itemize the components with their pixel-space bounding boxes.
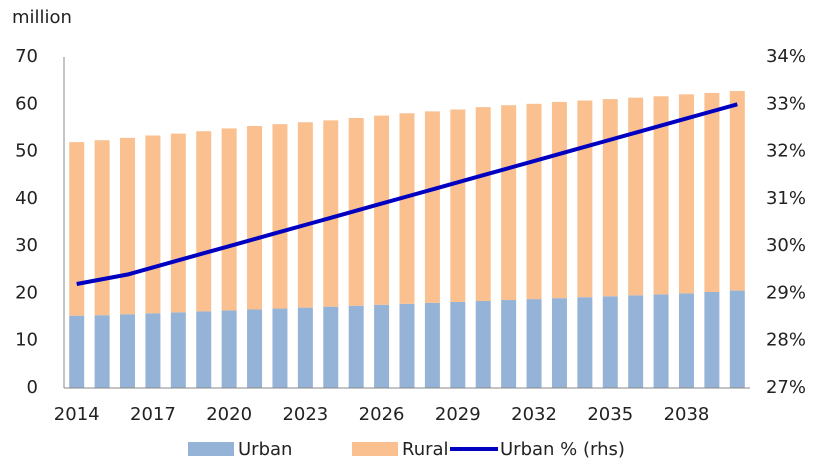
bar [374,115,390,305]
y-tick-label: 50 [15,141,38,162]
bar [577,100,593,298]
bar [69,142,85,316]
y-axis-label: million [12,7,72,28]
x-tick-label: 2017 [130,404,176,425]
bar [69,315,85,388]
bar [653,294,669,388]
bar [120,314,136,388]
bar [323,306,339,388]
bar [653,96,669,295]
bar [247,309,263,388]
bar [196,311,212,388]
bar [526,103,542,300]
bar [424,302,440,388]
y2-tick-label: 27% [766,377,806,398]
bar [221,128,237,311]
bar [729,91,745,291]
bar [450,109,466,302]
y-tick-label: 10 [15,330,38,351]
y2-tick-label: 32% [766,141,806,162]
bar [450,301,466,388]
bar [272,124,288,309]
y-tick-label: 40 [15,188,38,209]
bar [297,122,313,308]
bar [678,94,694,294]
x-tick-label: 2029 [435,404,481,425]
bar [501,300,517,388]
bar [323,120,339,307]
y2-tick-label: 30% [766,235,806,256]
bar [551,101,567,299]
y2-tick-label: 29% [766,282,806,303]
x-tick-label: 2020 [206,404,252,425]
x-tick-label: 2014 [54,404,100,425]
bar [424,111,440,303]
bar [551,298,567,388]
legend-swatch [188,442,234,456]
bar [501,105,517,301]
bar [94,140,110,316]
bar [348,305,364,388]
bar [602,99,618,297]
bar [577,297,593,388]
bar [170,133,186,313]
bar [170,312,186,388]
legend-label: Rural [402,439,449,460]
bar [475,300,491,388]
y2-tick-label: 34% [766,46,806,67]
y-tick-label: 70 [15,46,38,67]
bar [704,292,720,388]
legend-label: Urban [238,439,292,460]
y2-tick-label: 33% [766,93,806,114]
bar [628,97,644,296]
bar [526,299,542,388]
legend-label: Urban % (rhs) [500,439,625,460]
legend-swatch [352,442,398,456]
y-tick-label: 60 [15,93,38,114]
bar [729,290,745,388]
y-tick-label: 30 [15,235,38,256]
y2-tick-label: 31% [766,188,806,209]
bar [399,113,415,304]
y-tick-label: 20 [15,282,38,303]
bar [704,92,720,293]
x-tick-label: 2035 [587,404,633,425]
bar [196,131,212,312]
bar [475,107,491,301]
bar [145,135,161,314]
bar [120,137,136,315]
bar [602,296,618,388]
bar [297,307,313,388]
y2-tick-label: 28% [766,330,806,351]
bar [145,313,161,388]
bar [272,308,288,388]
bar [399,303,415,388]
line [76,102,738,286]
bar [247,126,263,310]
x-tick-label: 2023 [282,404,328,425]
bar [221,310,237,388]
bar [374,304,390,388]
bar [94,315,110,388]
bar [678,293,694,388]
y-tick-label: 0 [27,377,38,398]
x-tick-label: 2032 [511,404,557,425]
x-tick-label: 2038 [664,404,710,425]
x-tick-label: 2026 [359,404,405,425]
bar [628,295,644,388]
